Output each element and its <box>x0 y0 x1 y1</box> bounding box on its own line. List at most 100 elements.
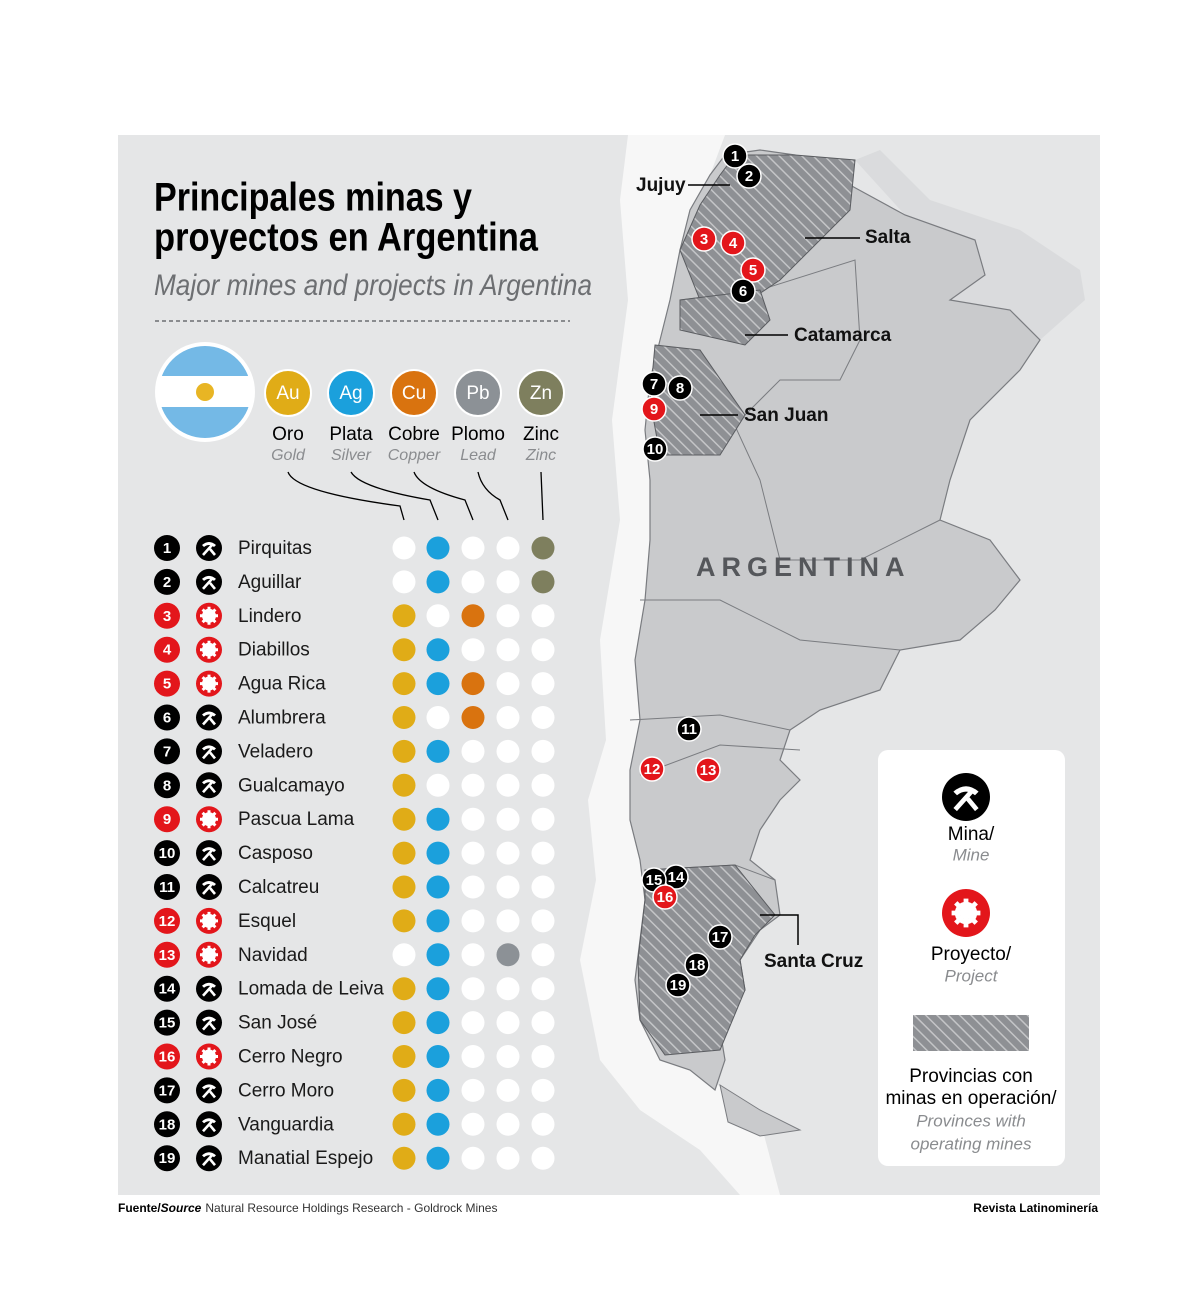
metal-dot <box>531 672 555 696</box>
mine-number: 2 <box>163 574 171 591</box>
mine-number-badge <box>154 975 180 1002</box>
metal-dot <box>392 841 416 865</box>
metal-dot <box>426 773 450 797</box>
metal-dot <box>461 1146 485 1170</box>
metal-dot <box>392 1011 416 1035</box>
metal-symbol: Pb <box>466 383 489 404</box>
metal-dot <box>426 875 450 899</box>
map-marker <box>730 278 756 304</box>
metal-dot <box>531 604 555 628</box>
mine-number-badge <box>154 840 180 867</box>
metal-dot <box>426 943 450 967</box>
flag <box>155 342 255 442</box>
mine-kind-glyph <box>199 673 219 694</box>
metal-dot <box>392 1112 416 1136</box>
metal-dot <box>426 1011 450 1035</box>
mine-number-badge <box>154 772 180 799</box>
metal-dot <box>531 706 555 729</box>
metal-dot <box>426 1078 450 1102</box>
map-marker <box>665 972 691 998</box>
metal-dot <box>461 909 485 933</box>
legend-label: minas en operación/ <box>885 1088 1057 1109</box>
metal-dot <box>392 739 416 763</box>
metal-name-en: Copper <box>388 447 441 464</box>
mine-name: Veladero <box>238 741 313 762</box>
mine-number: 18 <box>159 1116 176 1133</box>
metal-dot <box>461 739 485 763</box>
legend-label-en: Mine <box>953 845 990 864</box>
map-marker-number: 14 <box>668 869 685 886</box>
legend-label-en: operating mines <box>911 1134 1032 1153</box>
metal-dot <box>496 706 520 729</box>
province-label: San Juan <box>744 405 828 426</box>
metal-dot <box>531 1011 555 1035</box>
mine-name: Aguillar <box>238 572 302 593</box>
metal-dot <box>392 604 416 628</box>
column-arrows <box>287 471 544 521</box>
mine-number-badge <box>154 535 180 561</box>
mine-number-badge <box>154 670 180 697</box>
metal-dot <box>392 706 416 729</box>
metal-dot <box>531 807 555 831</box>
metal-symbol: Zn <box>530 383 552 404</box>
metal-dot <box>392 1045 416 1068</box>
title-line: proyectos en Argentina <box>154 216 539 260</box>
map-marker <box>684 952 710 978</box>
metal-dot <box>426 1146 450 1170</box>
legend-label-en: Provinces with <box>916 1111 1026 1130</box>
metal-dot <box>461 706 485 729</box>
legend-label-en: Project <box>945 966 999 985</box>
mine-name: Cerro Moro <box>238 1080 334 1101</box>
metal-name-en: Gold <box>271 447 306 464</box>
metal-dot <box>461 570 485 594</box>
mine-name: Pascua Lama <box>238 809 355 830</box>
mine-name: Diabillos <box>238 640 310 661</box>
map-marker-number: 12 <box>644 761 661 778</box>
metal-name-en: Lead <box>460 447 497 464</box>
metal-dot <box>392 1146 416 1170</box>
map-marker-number: 11 <box>681 721 697 738</box>
map-marker <box>691 226 717 252</box>
map-marker <box>736 163 762 189</box>
map-marker-number: 2 <box>745 168 753 185</box>
map-marker <box>652 884 678 910</box>
metal-dot <box>531 638 555 662</box>
map-marker <box>641 396 667 422</box>
footer: Fuente/Source Natural Resource Holdings R… <box>118 1201 497 1215</box>
mine-number: 5 <box>163 676 171 693</box>
metal-dot <box>426 536 450 560</box>
mine-name: Agua Rica <box>238 674 326 695</box>
metal-dot <box>531 1112 555 1136</box>
metal-symbol: Ag <box>339 383 362 404</box>
metal-dot <box>531 909 555 933</box>
map-marker-number: 18 <box>689 957 706 974</box>
metal-dot <box>461 604 485 628</box>
mine-number: 6 <box>163 709 171 726</box>
legend-label: Provincias con <box>909 1066 1033 1087</box>
metal-dot <box>392 943 416 967</box>
map-marker <box>641 371 667 397</box>
chile <box>580 135 780 1195</box>
mine-number: 12 <box>159 913 176 930</box>
map-marker-number: 15 <box>646 872 663 889</box>
province-borders <box>629 259 941 881</box>
mine-kind-glyph <box>199 639 219 660</box>
metal-dot <box>426 841 450 865</box>
mine-number-badge <box>154 602 180 629</box>
metal-dot <box>496 773 520 797</box>
map-marker <box>695 757 721 783</box>
metal-dot <box>461 1112 485 1136</box>
metal-dot <box>496 536 520 560</box>
metal-badge <box>264 369 312 417</box>
mine-name: Esquel <box>238 911 296 932</box>
metal-dot <box>426 1045 450 1068</box>
mine-number: 16 <box>159 1048 176 1065</box>
map-marker-number: 16 <box>657 889 674 906</box>
metal-dot <box>392 638 416 662</box>
metal-dot <box>426 570 450 594</box>
province-label: Salta <box>865 227 911 248</box>
mine-number: 14 <box>159 981 176 998</box>
province-label: Santa Cruz <box>764 951 863 972</box>
map-marker <box>642 436 668 462</box>
